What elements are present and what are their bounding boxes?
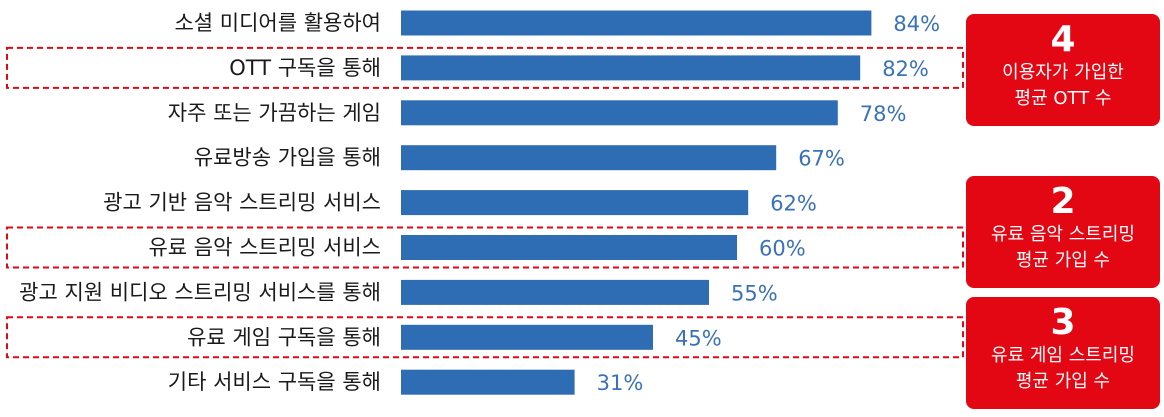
highlight-box <box>6 46 964 89</box>
category-label: 광고 기반 음악 스트리밍 서비스 <box>103 191 381 215</box>
bar <box>401 324 653 350</box>
callout-number: 2 <box>1050 181 1076 222</box>
value-label: 60% <box>759 237 806 261</box>
callout-number: 3 <box>1050 302 1076 343</box>
highlight-box <box>6 316 964 359</box>
category-label: 기타 서비스 구독을 통해 <box>168 370 381 394</box>
bar <box>401 190 749 216</box>
callout-line: 평균 가입 수 <box>1015 371 1111 392</box>
category-label: 소셜 미디어를 활용하여 <box>174 11 381 35</box>
category-label: 광고 지원 비디오 스트리밍 서비스를 통해 <box>19 280 381 304</box>
value-label: 31% <box>597 371 644 395</box>
callout-number: 4 <box>1050 19 1076 60</box>
category-label: 유료방송 가입을 통해 <box>194 146 381 170</box>
callout-badge-music: 2 유료 음악 스트리밍 평균 가입 수 <box>966 176 1160 288</box>
bar <box>401 55 861 81</box>
highlight-boxes <box>6 46 964 359</box>
bar <box>401 145 777 171</box>
bar <box>401 10 872 36</box>
value-label: 82% <box>882 57 929 81</box>
bar <box>401 279 709 305</box>
category-label: 자주 또는 가끔하는 게임 <box>168 101 381 125</box>
callout-line: 유료 음악 스트리밍 <box>991 224 1135 245</box>
bar <box>401 235 737 260</box>
highlight-box <box>6 226 964 269</box>
value-label: 55% <box>731 281 778 305</box>
callout-badge-game: 3 유료 게임 스트리밍 평균 가입 수 <box>966 297 1160 409</box>
category-label: 유료 음악 스트리밍 서비스 <box>148 236 381 260</box>
callout-line: 이용자가 가입한 <box>1002 62 1124 83</box>
category-label: 유료 게임 구독을 통해 <box>187 325 381 349</box>
value-label: 78% <box>860 102 907 126</box>
value-label: 67% <box>798 147 845 171</box>
bar <box>401 369 575 395</box>
bars-group: 소셜 미디어를 활용하여 84% OTT 구독을 통해 82% 자주 또는 가끔하는 게… <box>19 10 940 395</box>
value-label: 45% <box>675 326 722 350</box>
callout-line: 평균 OTT 수 <box>1014 88 1112 109</box>
category-label: OTT 구독을 통해 <box>229 56 381 80</box>
callout-badge-ott: 4 이용자가 가입한 평균 OTT 수 <box>966 14 1160 126</box>
value-label: 62% <box>770 192 817 216</box>
bar <box>401 100 838 126</box>
value-label: 84% <box>893 12 940 36</box>
callout-line: 유료 게임 스트리밍 <box>991 345 1135 366</box>
callout-line: 평균 가입 수 <box>1015 250 1111 271</box>
